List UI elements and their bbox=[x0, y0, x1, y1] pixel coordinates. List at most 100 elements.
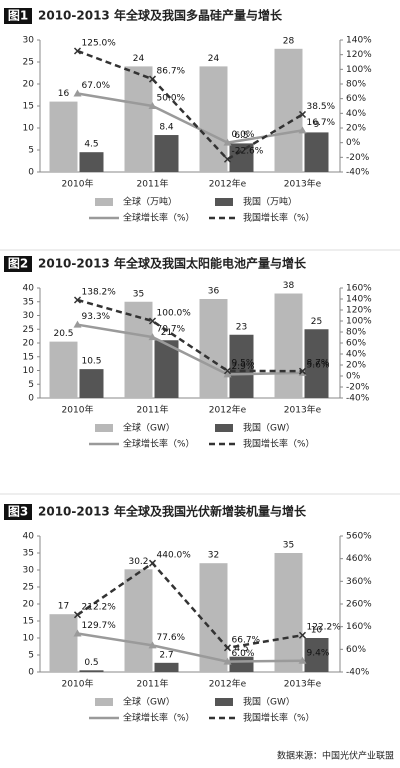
figure-label: 图3 bbox=[8, 505, 28, 519]
y2-tick-label: 60% bbox=[346, 645, 366, 655]
x-tick-label: 2011年 bbox=[137, 178, 169, 190]
y-tick-label: 15 bbox=[23, 352, 34, 362]
marker bbox=[148, 559, 157, 567]
y2-tick-label: -20% bbox=[346, 153, 370, 163]
bar bbox=[154, 662, 179, 672]
y-tick-label: 30 bbox=[23, 566, 35, 576]
line-label: 138.2% bbox=[82, 287, 117, 297]
y2-tick-label: 60% bbox=[346, 94, 366, 104]
y-tick-label: 30 bbox=[23, 311, 35, 321]
y2-tick-label: 80% bbox=[346, 328, 366, 338]
bar bbox=[154, 340, 179, 398]
line-label: 6.0% bbox=[232, 649, 255, 659]
line-label: 2.9% bbox=[232, 362, 255, 372]
y-tick-label: 40 bbox=[23, 284, 35, 294]
bar-label: 38 bbox=[283, 281, 295, 291]
y-tick-label: 20 bbox=[23, 80, 35, 90]
bar-label: 35 bbox=[283, 541, 294, 551]
line bbox=[77, 323, 303, 376]
bar bbox=[199, 563, 228, 672]
y-tick-label: 20 bbox=[23, 600, 35, 610]
bar bbox=[79, 152, 104, 172]
y2-tick-label: 40% bbox=[346, 350, 366, 360]
line-label: 66.7% bbox=[232, 635, 261, 645]
bar-label: 25 bbox=[311, 317, 322, 327]
figure-label-box bbox=[4, 8, 32, 24]
marker bbox=[148, 102, 157, 109]
legend-swatch bbox=[215, 698, 233, 706]
y2-tick-label: 160% bbox=[346, 622, 372, 632]
legend-swatch bbox=[215, 198, 233, 206]
marker bbox=[223, 155, 232, 163]
y2-tick-label: 60% bbox=[346, 339, 366, 349]
y-tick-label: 0 bbox=[28, 668, 34, 678]
marker bbox=[73, 611, 82, 619]
x-tick-label: 2010年 bbox=[62, 678, 94, 690]
bar bbox=[79, 670, 104, 672]
figure-label-box bbox=[4, 504, 32, 520]
y2-tick-label: -40% bbox=[346, 168, 370, 178]
y-tick-label: 35 bbox=[23, 549, 34, 559]
y-tick-label: 0 bbox=[28, 168, 34, 178]
bar bbox=[124, 569, 153, 672]
x-tick-label: 2012年e bbox=[209, 678, 247, 690]
legend-swatch bbox=[95, 698, 113, 706]
marker bbox=[223, 370, 232, 378]
marker bbox=[148, 641, 157, 649]
line bbox=[77, 632, 303, 663]
line-label: 50.0% bbox=[157, 94, 186, 104]
y-tick-label: 25 bbox=[23, 583, 34, 593]
legend-swatch bbox=[95, 424, 113, 432]
marker bbox=[73, 47, 82, 55]
line-label: 0.0% bbox=[232, 130, 255, 140]
x-tick-label: 2012年e bbox=[209, 404, 247, 416]
bar-label: 30.2 bbox=[128, 557, 148, 567]
bar-label: 0.5 bbox=[84, 658, 98, 668]
x-tick-label: 2013年e bbox=[284, 678, 322, 690]
y-tick-label: 5 bbox=[28, 146, 34, 156]
bar-label: 21 bbox=[161, 328, 172, 338]
y2-tick-label: 120% bbox=[346, 50, 372, 60]
y-tick-label: 15 bbox=[23, 617, 34, 627]
chart-title: 2010-2013 年全球及我国多晶硅产量与增长 bbox=[38, 8, 283, 23]
y-tick-label: 10 bbox=[23, 634, 35, 644]
marker bbox=[73, 320, 82, 328]
y2-tick-label: 260% bbox=[346, 600, 372, 610]
bar bbox=[79, 369, 104, 398]
x-tick-label: 2010年 bbox=[62, 178, 94, 190]
bar bbox=[304, 329, 329, 398]
marker bbox=[298, 631, 307, 639]
legend-label: 我国（万吨） bbox=[243, 196, 297, 208]
y2-tick-label: 20% bbox=[346, 361, 366, 371]
marker bbox=[73, 296, 82, 304]
y2-tick-label: -40% bbox=[346, 394, 370, 404]
figure-label: 图1 bbox=[8, 9, 28, 23]
line bbox=[77, 298, 303, 373]
bar bbox=[124, 66, 153, 172]
marker bbox=[223, 138, 232, 146]
line bbox=[76, 561, 303, 650]
bar-label: 4.5 bbox=[234, 644, 248, 654]
y2-tick-label: -20% bbox=[346, 383, 370, 393]
y-tick-label: 30 bbox=[23, 36, 35, 46]
legend-label: 全球（万吨） bbox=[123, 196, 177, 208]
line-label: 440.0% bbox=[157, 551, 192, 561]
line-label: 125.0% bbox=[82, 39, 117, 49]
bar-label: 8.4 bbox=[159, 123, 174, 133]
bar-label: 24 bbox=[208, 54, 220, 64]
legend-label: 我国（GW） bbox=[243, 423, 295, 434]
line-label: 93.3% bbox=[82, 312, 111, 322]
line-label: 5.6% bbox=[307, 360, 330, 370]
line bbox=[77, 49, 304, 161]
bar bbox=[154, 135, 179, 172]
y2-tick-label: 120% bbox=[346, 306, 372, 316]
y2-tick-label: -40% bbox=[346, 668, 370, 678]
y-tick-label: 40 bbox=[23, 532, 35, 542]
marker bbox=[148, 75, 157, 83]
legend-label: 我国增长率（%） bbox=[243, 712, 315, 724]
y-tick-label: 15 bbox=[23, 102, 34, 112]
y2-tick-label: 40% bbox=[346, 109, 366, 119]
marker bbox=[73, 629, 82, 637]
bar-label: 20.5 bbox=[53, 329, 73, 339]
